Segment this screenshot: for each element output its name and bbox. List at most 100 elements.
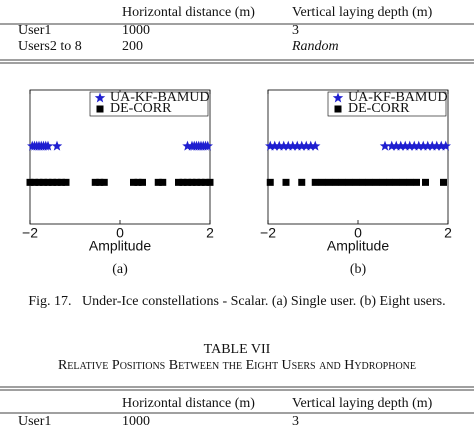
square-marker <box>193 178 200 186</box>
table-cell: 3 <box>292 23 299 38</box>
star-marker <box>422 140 433 151</box>
square-marker <box>49 178 56 186</box>
legend-marker <box>96 105 104 113</box>
star-marker <box>436 140 447 151</box>
square-marker <box>26 178 34 186</box>
square-marker <box>266 178 274 186</box>
square-marker <box>44 178 52 186</box>
square-marker <box>386 178 393 186</box>
x-tick-label: −2 <box>22 225 38 241</box>
star-marker <box>202 140 213 151</box>
star-marker <box>269 140 280 151</box>
star-marker <box>274 140 285 151</box>
star-marker <box>182 140 193 151</box>
star-marker <box>418 140 429 151</box>
legend-label: UA-KF-BAMUD <box>110 90 210 105</box>
x-tick-label: 2 <box>444 225 452 241</box>
star-marker <box>391 140 402 151</box>
table-cell: Users2 to 8 <box>18 39 82 54</box>
square-marker <box>338 178 346 186</box>
square-marker <box>202 178 209 186</box>
square-marker <box>311 178 319 186</box>
star-marker <box>51 140 63 151</box>
square-marker <box>175 178 182 186</box>
square-marker <box>365 178 373 186</box>
x-tick-label: 0 <box>116 225 124 241</box>
x-axis-label: Amplitude <box>327 238 389 254</box>
square-marker <box>100 178 108 186</box>
table-cell: 3 <box>292 414 299 427</box>
legend-label: UA-KF-BAMUD <box>348 90 448 105</box>
square-marker <box>35 178 43 186</box>
table-cell: 1000 <box>122 23 150 38</box>
star-marker <box>409 140 420 151</box>
square-marker <box>40 178 47 186</box>
square-marker <box>422 178 429 186</box>
table-header: Vertical laying depth (m) <box>292 5 433 20</box>
square-marker <box>440 178 447 186</box>
square-marker <box>31 178 38 186</box>
square-marker <box>372 178 380 186</box>
square-marker <box>130 178 137 186</box>
star-marker <box>379 140 391 151</box>
legend-box <box>327 91 447 117</box>
star-marker <box>431 140 442 151</box>
square-marker <box>318 178 326 186</box>
square-marker <box>352 178 360 186</box>
legend-box <box>89 91 209 117</box>
table-title: TABLE VII <box>204 342 271 357</box>
subfigure-label: (b) <box>350 262 367 277</box>
table-cell: 1000 <box>122 414 150 427</box>
table-header: Horizontal distance (m) <box>122 5 255 20</box>
star-marker <box>395 140 406 151</box>
square-marker <box>96 178 104 186</box>
square-marker <box>91 178 99 186</box>
table-header: Horizontal distance (m) <box>122 396 255 411</box>
star-marker <box>427 140 438 151</box>
square-marker <box>53 178 61 186</box>
star-marker <box>310 140 321 151</box>
star-marker <box>292 140 303 151</box>
square-marker <box>188 178 196 186</box>
square-marker <box>413 178 420 186</box>
star-marker <box>283 140 294 151</box>
legend-marker <box>94 92 106 103</box>
x-tick-label: −2 <box>260 225 276 241</box>
square-marker <box>406 178 414 186</box>
star-marker <box>413 140 424 151</box>
subfigure-label: (a) <box>112 262 128 277</box>
star-marker <box>296 140 307 151</box>
square-marker <box>359 178 366 186</box>
square-marker <box>332 178 339 186</box>
star-marker <box>265 140 276 151</box>
table-cell: User1 <box>18 23 51 38</box>
square-marker <box>379 178 387 186</box>
star-marker <box>400 140 411 151</box>
square-marker <box>298 178 306 186</box>
square-marker <box>62 178 70 186</box>
square-marker <box>282 178 290 186</box>
square-marker <box>197 178 205 186</box>
square-marker <box>154 178 162 186</box>
star-marker <box>305 140 316 151</box>
legend-marker <box>334 105 342 113</box>
square-marker <box>206 178 214 186</box>
star-marker <box>301 140 312 151</box>
table-cell: Random <box>291 39 339 54</box>
legend-label: DE-CORR <box>110 101 172 116</box>
square-marker <box>139 178 146 186</box>
table-header: Vertical laying depth (m) <box>292 396 433 411</box>
square-marker <box>399 178 407 186</box>
x-axis-label: Amplitude <box>89 238 151 254</box>
star-marker <box>440 140 451 151</box>
legend-label: DE-CORR <box>348 101 410 116</box>
square-marker <box>184 178 191 186</box>
square-marker <box>325 178 333 186</box>
square-marker <box>179 178 187 186</box>
square-marker <box>134 178 142 186</box>
star-marker <box>278 140 289 151</box>
square-marker <box>345 178 353 186</box>
square-marker <box>392 178 400 186</box>
